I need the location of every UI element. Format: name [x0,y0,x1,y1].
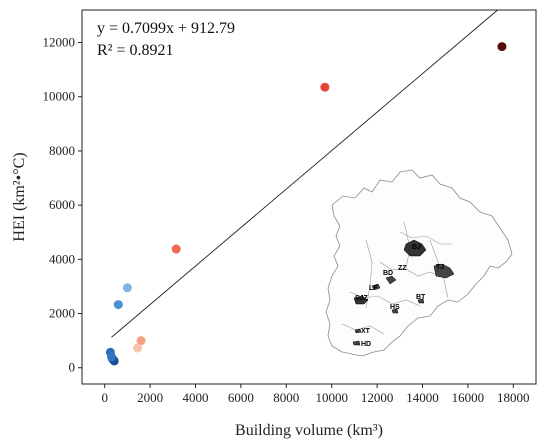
city-blob-bj [403,239,427,257]
map-boundary-4 [341,323,385,335]
data-point-3 [136,336,146,346]
x-tick-label: 12000 [361,390,394,405]
city-blob-bd [385,275,397,285]
x-tick-label: 10000 [315,390,348,405]
city-blob-hd [352,340,361,346]
map-label-zz: ZZ [398,265,407,272]
y-tick-label: 8000 [49,143,75,158]
x-tick-label: 6000 [228,390,254,405]
city-blob-sjz [353,295,369,305]
map-label-xt: XT [361,328,371,335]
map-label-bd: BD [383,270,393,277]
map-label-sjz: SJZ [355,295,369,302]
map-boundary-1 [399,231,452,245]
y-tick-label: 10000 [43,89,76,104]
y-axis-ticks: 0 2000 4000 6000 8000 10000 12000 [43,35,82,375]
map-boundary-2 [379,261,447,279]
x-tick-label: 4000 [183,390,209,405]
city-blob-hs [391,308,399,314]
trendline [111,9,498,338]
r-squared-label: R² = 0.8921 [97,42,174,59]
x-tick-label: 2000 [137,390,163,405]
y-tick-label: 0 [69,360,76,375]
y-tick-label: 6000 [49,197,75,212]
x-tick-label: 18000 [497,390,530,405]
y-tick-label: 12000 [43,35,76,50]
data-point-10 [107,352,117,362]
y-axis-title: HEI (km²•°C) [11,152,28,241]
city-blob-xt [354,328,362,334]
data-point-1 [320,82,330,92]
data-point-0 [497,42,507,52]
map-label-lf: LF [369,285,378,292]
map-label-hs: HS [390,304,400,311]
x-tick-label: 14000 [406,390,439,405]
x-tick-label: 8000 [273,390,299,405]
inset-map: BJ TJ BD ZZ LF SJZ HS BT XT HD [325,169,513,357]
map-outline [325,169,513,357]
map-label-tj: TJ [436,264,444,271]
map-boundary-7 [365,239,373,309]
x-tick-label: 16000 [452,390,485,405]
data-point-6 [113,300,123,310]
x-tick-label: 0 [101,390,108,405]
map-label-hd: HD [361,341,371,348]
data-point-5 [122,283,132,293]
plot-frame [81,9,537,385]
data-points [105,42,507,366]
map-label-bj: BJ [412,244,421,251]
city-blob-lf [371,283,381,291]
city-blob-bt [417,298,425,304]
data-point-4 [133,343,143,353]
city-blob-tj [433,263,455,279]
x-axis-ticks: 0 2000 4000 6000 8000 10000 12000 14000 16000 180… [101,384,530,405]
y-tick-label: 4000 [49,251,75,266]
y-tick-label: 2000 [49,306,75,321]
data-point-2 [171,244,181,254]
map-label-bt: BT [416,294,426,301]
regression-equation: y = 0.7099x + 912.79 [97,20,235,37]
x-axis-title: Building volume (km³) [235,422,383,439]
